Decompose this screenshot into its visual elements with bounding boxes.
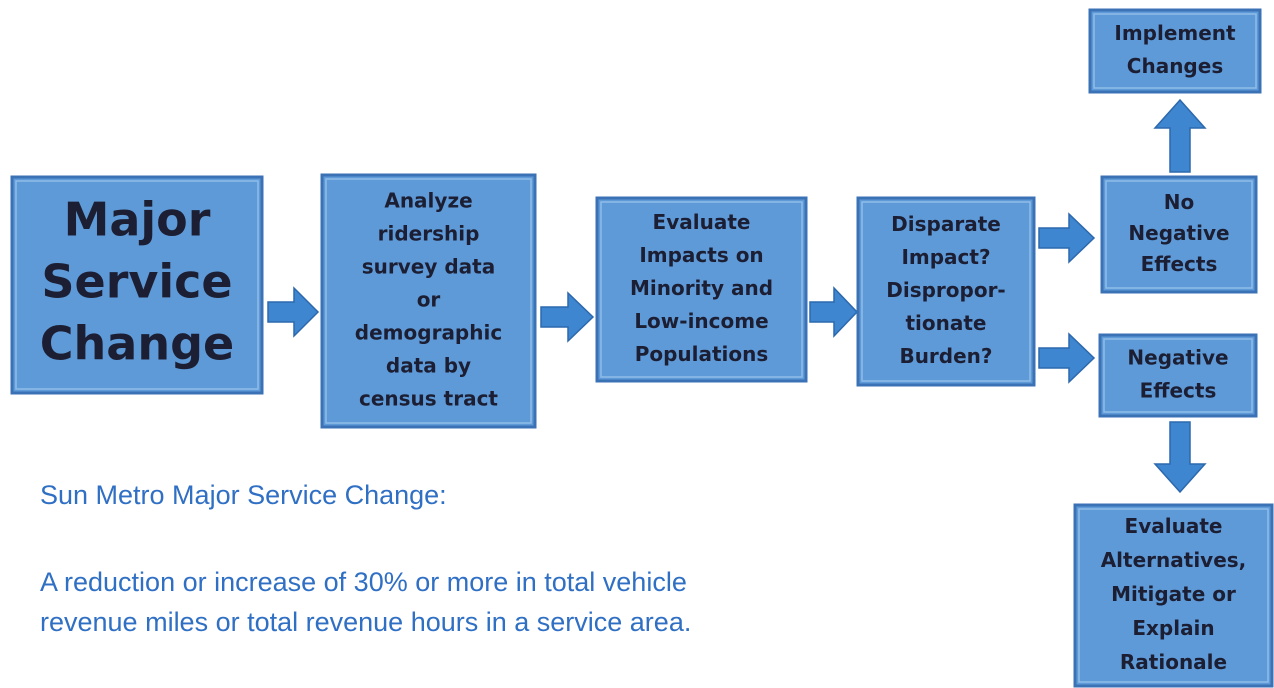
- node-label: Mitigate or: [1111, 582, 1236, 606]
- node-inner-border: [325, 178, 532, 424]
- node-label: Explain: [1132, 616, 1214, 640]
- node-inner-border: [1093, 13, 1257, 89]
- node-box: [1100, 175, 1258, 294]
- node-inner-border: [1105, 180, 1253, 289]
- arrows: [267, 98, 1207, 494]
- node-label: Dispropor-: [886, 278, 1006, 302]
- node-label: ridership: [378, 222, 480, 246]
- node-inner-border: [861, 201, 1031, 382]
- node-label: Changes: [1127, 54, 1223, 78]
- node-label: No: [1164, 190, 1194, 214]
- node-label: Impacts on: [639, 243, 763, 267]
- description-line: A reduction or increase of 30% or more i…: [40, 567, 687, 597]
- node-label: Impact?: [901, 245, 990, 269]
- node: Major Service Change: [10, 175, 264, 395]
- node-inner-border: [1078, 508, 1269, 683]
- node-label: Populations: [635, 342, 769, 366]
- node-label: Evaluate: [653, 210, 751, 234]
- node-box: [320, 173, 537, 429]
- node-label: or: [417, 288, 441, 312]
- node-label: Rationale: [1120, 650, 1227, 674]
- node-label: survey data: [362, 255, 495, 279]
- node-box: [595, 196, 808, 383]
- node-inner-border: [1103, 338, 1253, 413]
- description-line: revenue miles or total revenue hours in …: [40, 607, 691, 637]
- node-box: [1088, 8, 1262, 94]
- node-label: Low-income: [634, 309, 768, 333]
- node-inner-border: [15, 180, 259, 390]
- node: No Negative Effects: [1100, 175, 1258, 294]
- arrow-down: [1153, 421, 1207, 494]
- node-label: Effects: [1140, 379, 1217, 403]
- node: Negative Effects: [1098, 333, 1258, 418]
- node-label: Service: [41, 255, 232, 309]
- arrow-right: [540, 291, 595, 343]
- node-label: Analyze: [384, 189, 472, 213]
- node: Evaluate Impacts on Minority and Low-income…: [595, 196, 808, 383]
- node-label: demographic: [355, 321, 502, 345]
- node-label: census tract: [359, 387, 498, 411]
- arrow-right: [1038, 332, 1096, 384]
- arrow-right: [1038, 212, 1096, 264]
- node-label: data by: [386, 354, 471, 378]
- node-label: Negative: [1128, 221, 1229, 245]
- node-box: [1073, 503, 1274, 688]
- node-label: Major: [64, 193, 211, 247]
- arrow-right: [267, 286, 320, 338]
- arrow-right: [809, 286, 859, 338]
- node-label: Burden?: [899, 344, 992, 368]
- node-box: [10, 175, 264, 395]
- node-label: Evaluate: [1125, 514, 1223, 538]
- node-label: Negative: [1127, 346, 1228, 370]
- node: Evaluate Alternatives, Mitigate or Explain R…: [1073, 503, 1274, 688]
- node-label: Minority and: [630, 276, 773, 300]
- node-label: Implement: [1114, 21, 1236, 45]
- node: Implement Changes: [1088, 8, 1262, 94]
- node-box: [1098, 333, 1258, 418]
- node-label: Change: [40, 317, 234, 371]
- node: Disparate Impact? Dispropor-tionate Burden?: [856, 196, 1036, 387]
- arrow-up: [1153, 98, 1207, 173]
- description-heading: Sun Metro Major Service Change:: [40, 480, 447, 510]
- node-label: Effects: [1141, 252, 1218, 276]
- node-label: tionate: [905, 311, 986, 335]
- node-label: Disparate: [891, 212, 1001, 236]
- node-box: [856, 196, 1036, 387]
- node: Analyze ridership survey data or demographic…: [320, 173, 537, 429]
- node-inner-border: [600, 201, 803, 378]
- node-label: Alternatives,: [1101, 548, 1247, 572]
